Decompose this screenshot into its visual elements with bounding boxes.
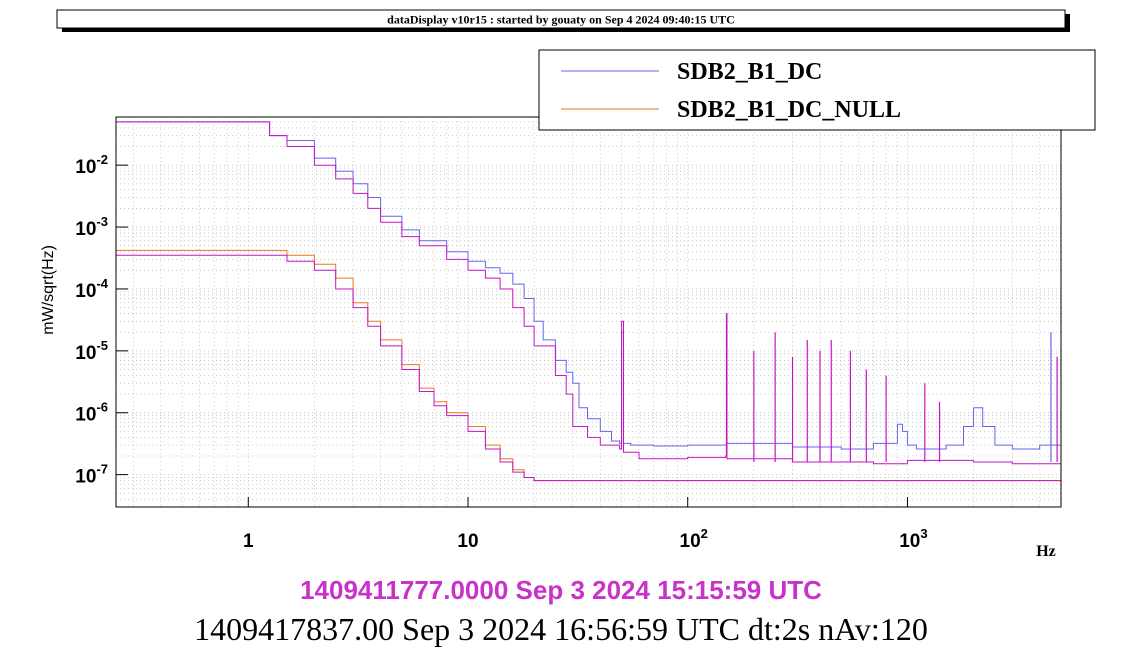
y-tick-label: 10-6 [75, 400, 108, 426]
grid [116, 116, 1062, 508]
axis-ticks [116, 164, 908, 507]
x-tick-labels: 1 10 102 103 [243, 526, 928, 552]
x-tick-label: 102 [680, 526, 708, 552]
x-tick-label: 1 [243, 531, 254, 552]
legend [538, 49, 1096, 131]
x-tick-label: 103 [899, 526, 927, 552]
plot-area [116, 117, 1061, 507]
y-tick-label: 10-7 [75, 462, 108, 488]
y-tick-labels: 10-7 10-6 10-5 10-4 10-3 10-2 [75, 152, 108, 487]
y-tick-label: 10-2 [75, 152, 108, 178]
y-axis-label: mW/sqrt(Hz) [40, 245, 57, 335]
page-title: dataDisplay v10r15 : started by gouaty o… [387, 13, 735, 27]
legend-entries: SDB2_B1_DC SDB2_B1_DC_NULL [561, 59, 901, 123]
title-box [56, 9, 1066, 29]
legend-label: SDB2_B1_DC_NULL [677, 97, 901, 123]
legend-label: SDB2_B1_DC [677, 59, 822, 85]
y-tick-label: 10-4 [75, 276, 108, 302]
x-axis-label: Hz [1036, 543, 1056, 560]
series-layer [116, 121, 1062, 482]
series-line [116, 121, 1062, 465]
footer-time-start: 1409411777.0000 Sep 3 2024 15:15:59 UTC [300, 575, 822, 605]
y-tick-label: 10-3 [75, 214, 108, 240]
x-tick-label: 10 [457, 531, 478, 552]
footer-time-info: 1409417837.00 Sep 3 2024 16:56:59 UTC dt… [194, 611, 928, 647]
y-tick-label: 10-5 [75, 338, 108, 364]
series-line [116, 254, 1061, 482]
